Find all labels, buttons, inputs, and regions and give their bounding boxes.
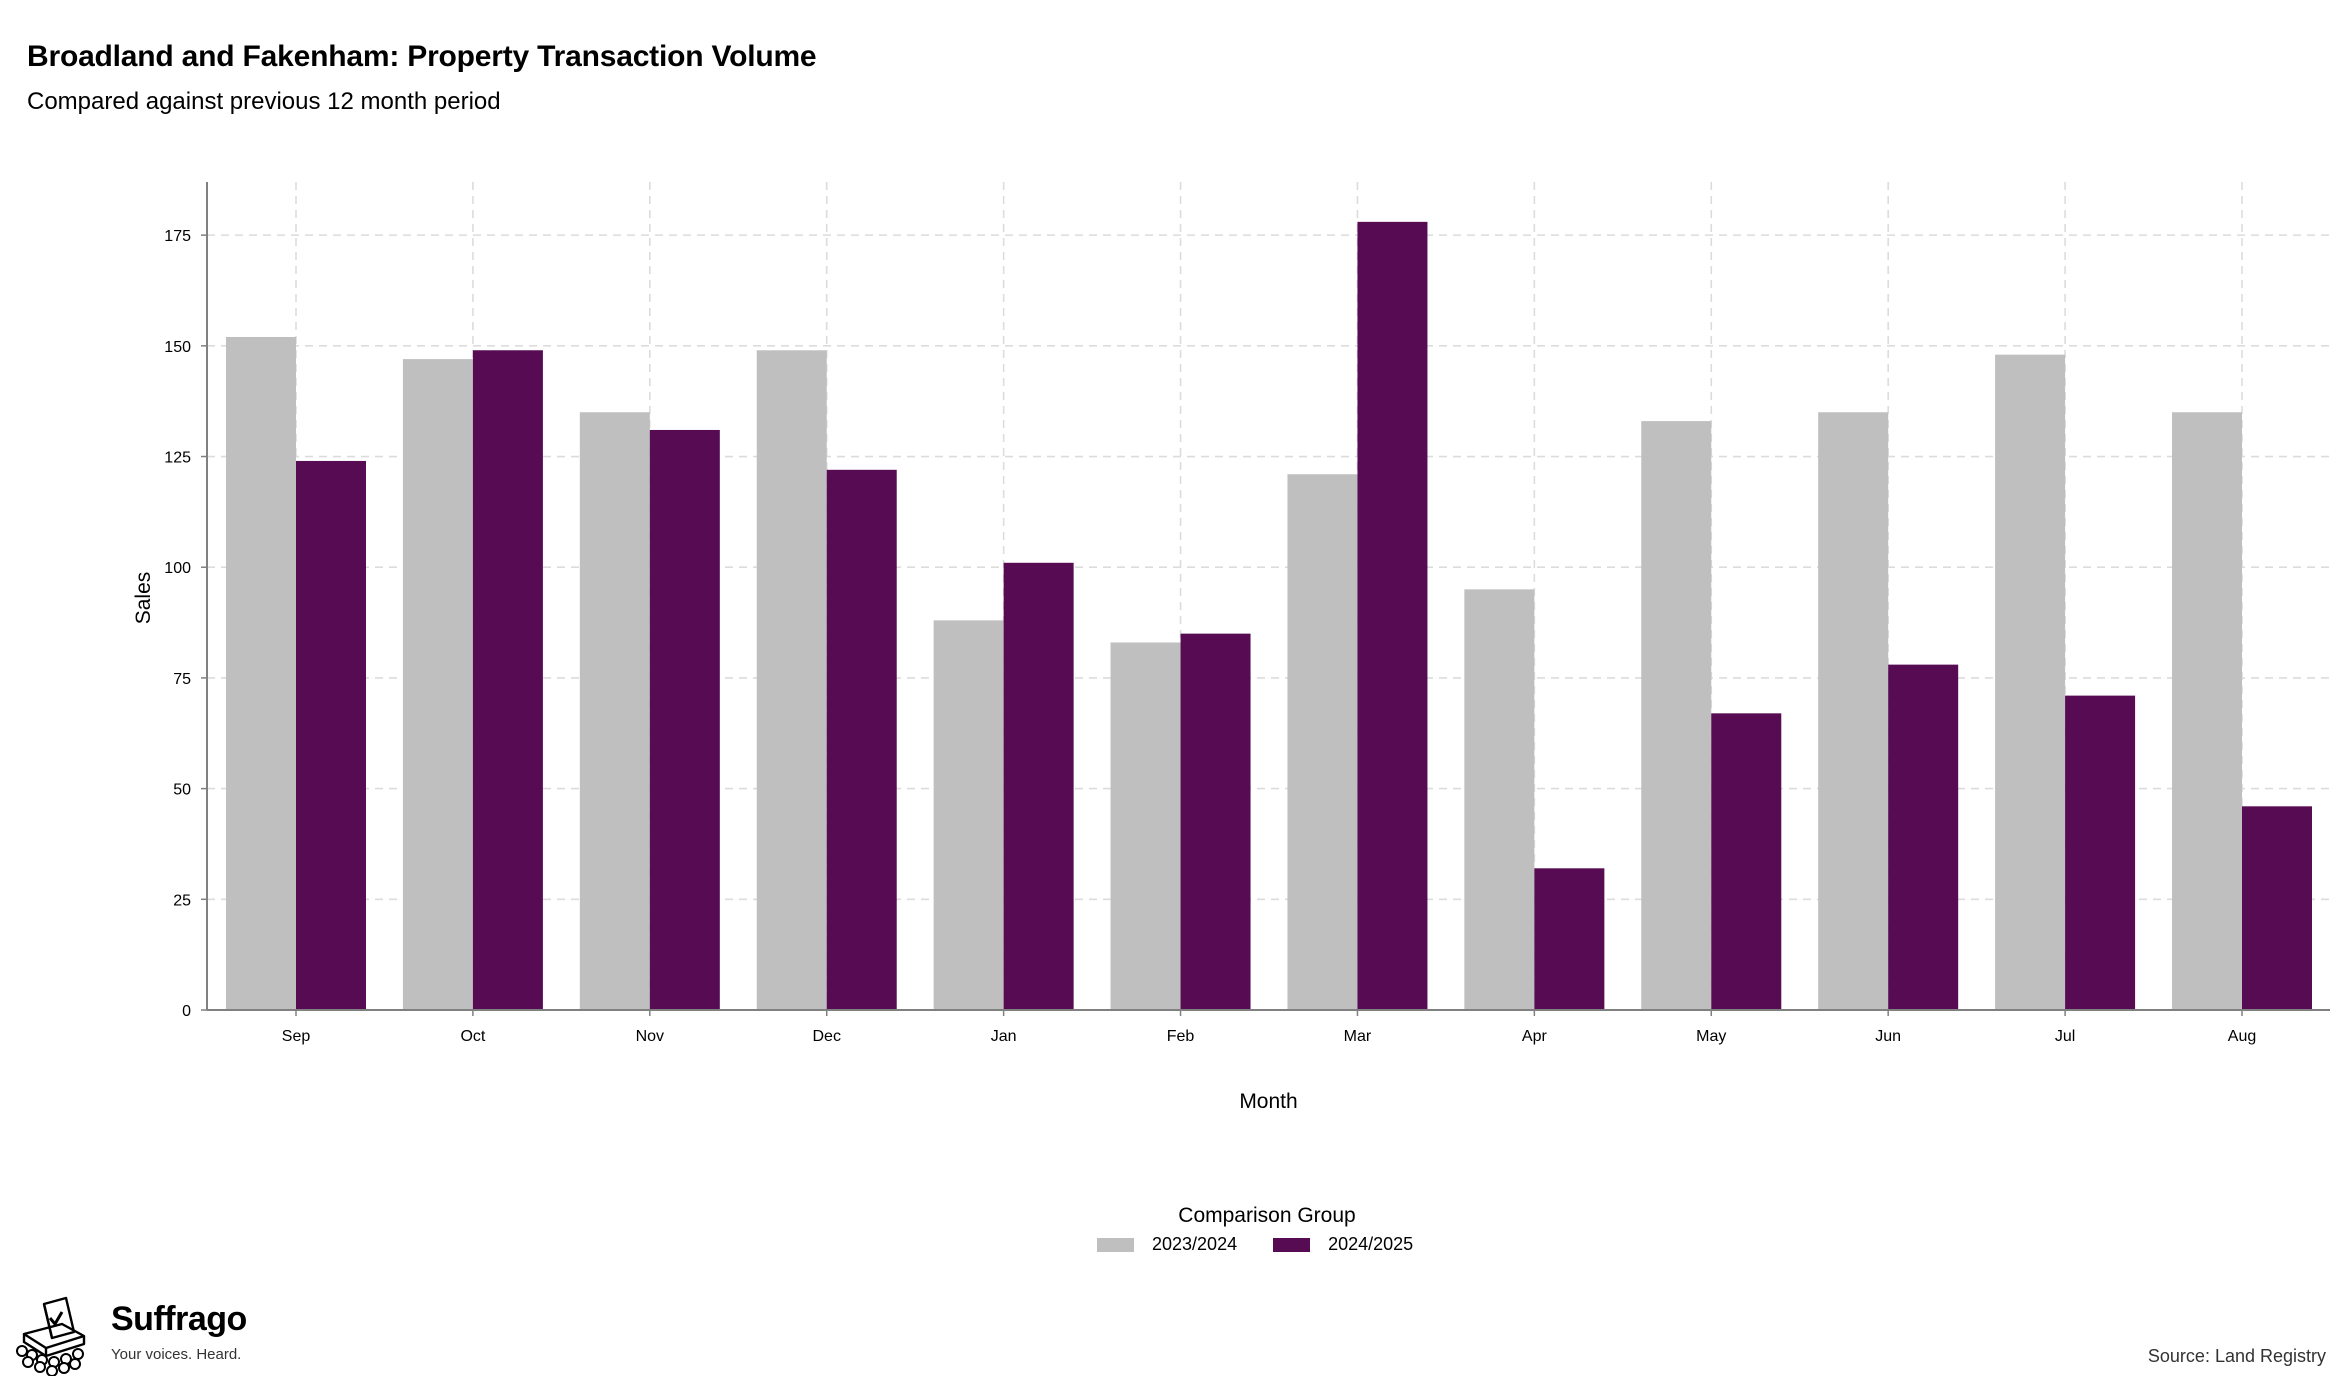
- bar-2024-2025-jan: [1003, 562, 1074, 1010]
- y-tick-label: 125: [164, 450, 191, 467]
- chart-title: Broadland and Fakenham: Property Transac…: [27, 40, 817, 73]
- y-tick-label: 150: [164, 339, 191, 356]
- legend-label-2024-2025: 2024/2025: [1328, 1234, 1414, 1254]
- x-tick-label: Feb: [1167, 1028, 1195, 1045]
- y-tick-label: 50: [173, 782, 191, 799]
- x-tick-label: Apr: [1522, 1028, 1548, 1045]
- bar-2023-2024-oct: [402, 359, 473, 1010]
- legend-item-2024-2025: 2024/2025: [1273, 1234, 1413, 1255]
- x-tick-label: Jul: [2055, 1028, 2075, 1045]
- bar-2024-2025-mar: [1357, 221, 1428, 1010]
- bar-2023-2024-may: [1641, 421, 1712, 1011]
- bar-2024-2025-apr: [1534, 868, 1605, 1010]
- bar-2024-2025-sep: [296, 460, 366, 1010]
- source-note: Source: Land Registry: [2147, 1346, 2326, 1366]
- bar-2023-2024-mar: [1287, 474, 1358, 1010]
- legend-title: Comparison Group: [1178, 1204, 1356, 1227]
- bar-2023-2024-jun: [1818, 412, 1889, 1011]
- bar-2023-2024-jan: [933, 620, 1004, 1010]
- y-tick-label: 25: [173, 892, 191, 909]
- ballot-box-icon: [16, 1296, 86, 1376]
- bars: [226, 221, 2312, 1011]
- bar-2023-2024-sep: [226, 336, 296, 1010]
- x-tick-label: Nov: [636, 1028, 664, 1045]
- y-tick-label: 175: [164, 228, 191, 245]
- bar-2023-2024-nov: [579, 412, 650, 1011]
- bar-2024-2025-feb: [1180, 633, 1251, 1010]
- x-tick-label: Aug: [2228, 1028, 2256, 1045]
- legend-label-2023-2024: 2023/2024: [1152, 1234, 1238, 1254]
- legend-swatch-2024-2025: [1273, 1237, 1311, 1252]
- bar-2024-2025-may: [1711, 713, 1782, 1010]
- axes: 0 25 50 75 100 125 150 175 Sep Oct Nov Dec Jan Feb Mar…: [164, 182, 2330, 1045]
- y-tick-label: 0: [182, 1003, 191, 1020]
- y-axis-title: Sales: [132, 572, 155, 625]
- brand-name: Suffrago: [111, 1300, 247, 1338]
- bar-2023-2024-apr: [1464, 589, 1535, 1010]
- bar-2024-2025-jun: [1888, 664, 1959, 1010]
- bar-2024-2025-nov: [649, 429, 720, 1010]
- x-tick-label: Oct: [460, 1028, 485, 1045]
- suffrago-logo: Suffrago Your voices. Heard.: [14, 1296, 274, 1376]
- bar-2023-2024-dec: [756, 350, 827, 1010]
- x-tick-label: Jan: [991, 1028, 1017, 1045]
- legend: 2023/2024 2024/2025: [1097, 1234, 1449, 1255]
- bar-2023-2024-feb: [1110, 642, 1181, 1010]
- y-tick-label: 100: [164, 560, 191, 577]
- legend-item-2023-2024: 2023/2024: [1097, 1234, 1237, 1255]
- bar-2024-2025-oct: [472, 350, 543, 1010]
- x-tick-label: May: [1696, 1028, 1726, 1045]
- bar-2024-2025-aug: [2242, 806, 2312, 1010]
- brand-tagline: Your voices. Heard.: [111, 1346, 242, 1363]
- x-tick-label: Mar: [1344, 1028, 1372, 1045]
- x-tick-label: Sep: [282, 1028, 311, 1045]
- bar-2024-2025-jul: [2065, 695, 2136, 1010]
- bar-2023-2024-aug: [2172, 412, 2242, 1011]
- x-tick-label: Jun: [1875, 1028, 1901, 1045]
- y-tick-label: 75: [173, 671, 191, 688]
- x-axis-title: Month: [1239, 1090, 1297, 1113]
- bar-2023-2024-jul: [1995, 354, 2066, 1011]
- chart-subtitle: Compared against previous 12 month perio…: [27, 88, 501, 115]
- bar-2024-2025-dec: [826, 469, 897, 1010]
- x-tick-label: Dec: [813, 1028, 841, 1045]
- legend-swatch-2023-2024: [1097, 1237, 1134, 1252]
